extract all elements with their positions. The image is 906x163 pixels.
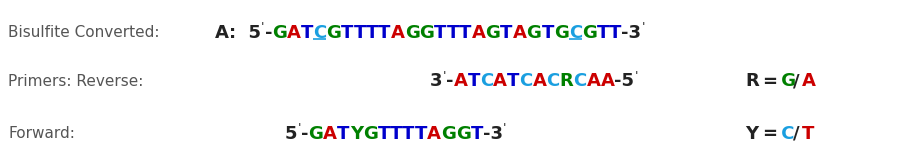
Text: A: A (323, 125, 337, 143)
Text: =: = (762, 125, 777, 143)
Text: T: T (500, 24, 513, 42)
Text: R: R (745, 73, 758, 90)
Text: A: A (513, 24, 526, 42)
Text: T: T (542, 24, 554, 42)
Text: T: T (415, 125, 427, 143)
Text: G: G (554, 24, 569, 42)
Text: C: C (480, 73, 493, 90)
Text: T: T (337, 125, 350, 143)
Text: T: T (471, 125, 483, 143)
Text: T: T (597, 24, 609, 42)
Text: Primers: Reverse:: Primers: Reverse: (8, 74, 143, 89)
Text: Forward:: Forward: (8, 126, 75, 141)
Text: A: A (586, 73, 601, 90)
Text: G: G (486, 24, 500, 42)
Text: -3: -3 (483, 125, 503, 143)
Text: T: T (366, 24, 379, 42)
Text: 5: 5 (236, 24, 261, 42)
Text: G: G (309, 125, 323, 143)
Text: Y: Y (350, 125, 362, 143)
Text: T: T (379, 24, 390, 42)
Text: G: G (441, 125, 456, 143)
Text: T: T (390, 125, 402, 143)
Text: G: G (272, 24, 287, 42)
Text: G: G (775, 73, 796, 90)
Text: 3: 3 (430, 73, 442, 90)
Text: C: C (519, 73, 533, 90)
Text: A: A (390, 24, 405, 42)
Text: T: T (342, 24, 353, 42)
Text: G: G (419, 24, 434, 42)
Text: A: A (454, 73, 467, 90)
Text: ': ' (261, 21, 265, 34)
Text: G: G (526, 24, 542, 42)
Text: A: A (533, 73, 546, 90)
Text: C: C (546, 73, 560, 90)
Text: C: C (573, 73, 586, 90)
Text: G: G (582, 24, 597, 42)
Text: -5: -5 (614, 73, 634, 90)
Text: T: T (402, 125, 415, 143)
Text: T: T (301, 24, 313, 42)
Text: :: : (229, 24, 236, 42)
Text: /: / (793, 125, 800, 143)
Text: T: T (378, 125, 390, 143)
Text: Y: Y (745, 125, 758, 143)
Text: T: T (447, 24, 459, 42)
Text: A: A (215, 24, 229, 42)
Text: G: G (362, 125, 378, 143)
Text: C: C (775, 125, 795, 143)
Text: ': ' (641, 21, 645, 34)
Text: A: A (601, 73, 614, 90)
Text: C: C (569, 24, 582, 42)
Text: /: / (793, 73, 800, 90)
Text: 5: 5 (285, 125, 297, 143)
Text: C: C (313, 24, 326, 42)
Text: A: A (802, 73, 816, 90)
Text: A: A (427, 125, 441, 143)
Text: A: A (493, 73, 506, 90)
Text: ': ' (634, 70, 638, 82)
Text: -: - (265, 24, 272, 42)
Text: A: A (287, 24, 301, 42)
Text: -: - (446, 73, 454, 90)
Text: Bisulfite Converted:: Bisulfite Converted: (8, 25, 159, 40)
Text: T: T (459, 24, 471, 42)
Text: -3: -3 (622, 24, 641, 42)
Text: =: = (762, 73, 777, 90)
Text: A: A (471, 24, 486, 42)
Text: T: T (506, 73, 519, 90)
Text: G: G (326, 24, 342, 42)
Text: ': ' (503, 122, 506, 135)
Text: R: R (560, 73, 573, 90)
Text: T: T (467, 73, 480, 90)
Text: G: G (456, 125, 471, 143)
Text: ': ' (297, 122, 301, 135)
Text: T: T (434, 24, 447, 42)
Text: ': ' (442, 70, 446, 82)
Text: T: T (353, 24, 366, 42)
Text: G: G (405, 24, 419, 42)
Text: T: T (609, 24, 622, 42)
Text: -: - (301, 125, 309, 143)
Text: T: T (802, 125, 814, 143)
